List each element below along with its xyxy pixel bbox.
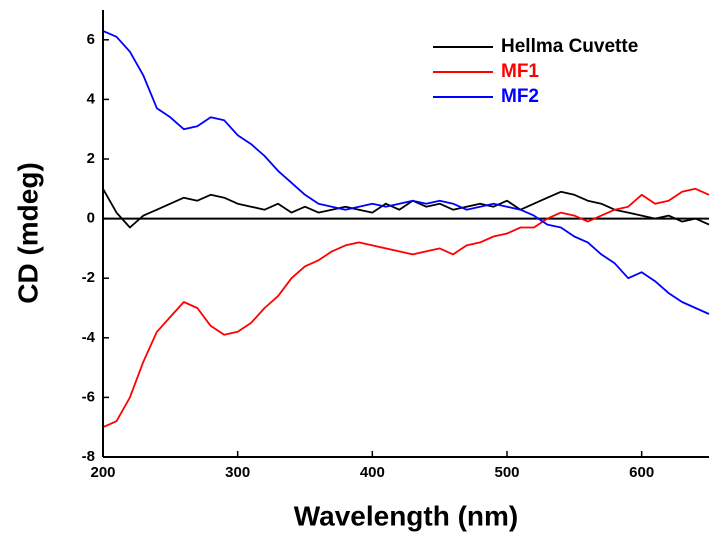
legend-label: MF1 bbox=[501, 61, 539, 82]
y-tick-label: -2 bbox=[82, 269, 95, 286]
data-line bbox=[102, 188, 710, 229]
x-tick-label: 500 bbox=[494, 464, 519, 481]
y-axis-title: CD (mdeg) bbox=[12, 162, 43, 304]
y-tick-label: -8 bbox=[82, 448, 95, 465]
y-tick-label: 2 bbox=[87, 150, 95, 167]
x-tick-label: 300 bbox=[225, 464, 250, 481]
legend-label: MF2 bbox=[501, 86, 539, 107]
data-line bbox=[102, 30, 710, 315]
y-tick-label: 4 bbox=[87, 90, 96, 107]
y-tick-label: 0 bbox=[87, 210, 95, 227]
x-axis-title: Wavelength (nm) bbox=[294, 500, 519, 531]
x-tick-label: 600 bbox=[629, 464, 654, 481]
legend-label: Hellma Cuvette bbox=[501, 36, 638, 57]
x-tick-label: 200 bbox=[90, 464, 115, 481]
data-line bbox=[102, 187, 710, 429]
y-tick-label: -4 bbox=[82, 329, 96, 346]
y-tick-label: -6 bbox=[82, 388, 95, 405]
x-tick-label: 400 bbox=[360, 464, 385, 481]
y-tick-label: 6 bbox=[87, 31, 95, 48]
